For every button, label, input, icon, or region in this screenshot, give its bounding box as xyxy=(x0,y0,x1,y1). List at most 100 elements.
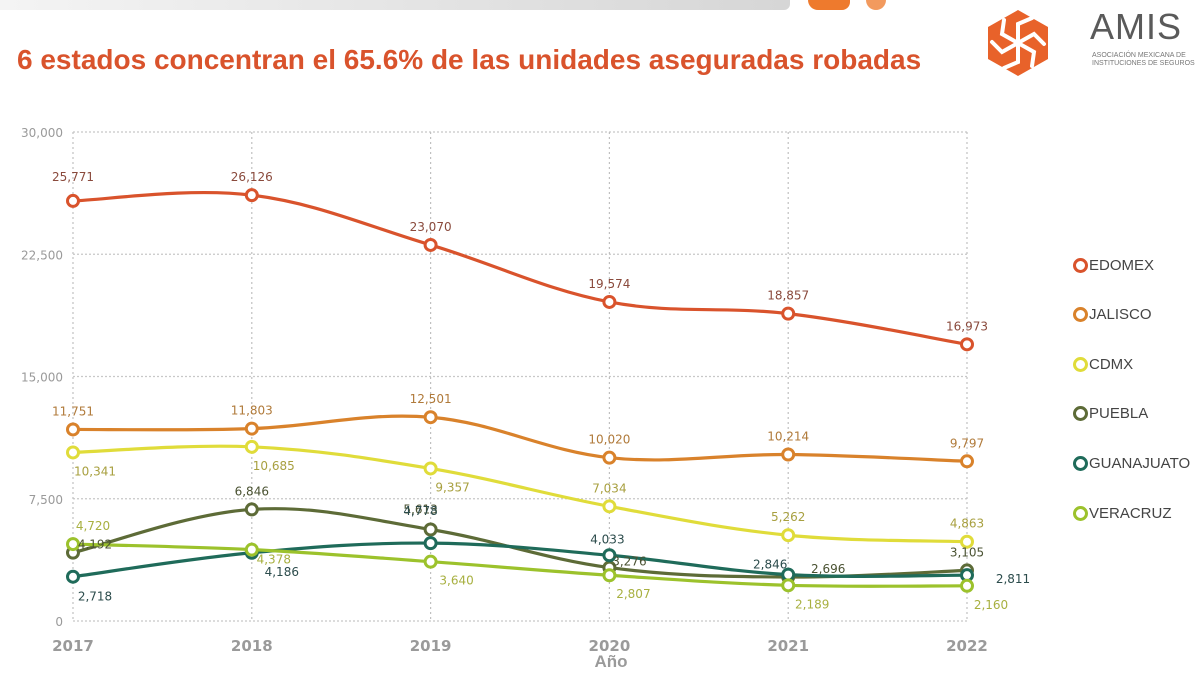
data-label-puebla: 6,846 xyxy=(235,484,269,498)
legend-item-veracruz: VERACRUZ xyxy=(1073,503,1172,523)
data-point-guanajuato xyxy=(602,548,617,563)
hexagon-pinwheel-logo-icon xyxy=(988,10,1048,76)
series-line-cdmx xyxy=(72,444,968,544)
data-point-puebla xyxy=(423,522,438,537)
data-point-jalisco xyxy=(960,454,974,469)
data-point-veracruz xyxy=(244,542,259,557)
data-point-veracruz xyxy=(960,578,974,593)
data-label-edomex: 25,771 xyxy=(52,170,94,184)
y-tick-label: 7,500 xyxy=(29,493,63,507)
data-label-cdmx: 7,034 xyxy=(592,481,626,495)
data-label-cdmx: 5,262 xyxy=(771,510,805,524)
series-line-veracruz xyxy=(72,542,968,588)
data-label-cdmx: 10,341 xyxy=(74,464,116,478)
legend-item-puebla: PUEBLA xyxy=(1073,404,1148,424)
data-label-guanajuato: 4,033 xyxy=(590,532,624,546)
data-label-edomex: 18,857 xyxy=(767,289,809,303)
legend-item-jalisco: JALISCO xyxy=(1073,305,1152,325)
data-label-veracruz: 2,807 xyxy=(616,587,650,601)
legend-marker-icon xyxy=(1073,505,1088,521)
data-label-edomex: 19,574 xyxy=(588,277,630,291)
series-markers xyxy=(66,188,974,593)
data-label-veracruz: 4,378 xyxy=(257,553,291,567)
data-label-jalisco: 10,020 xyxy=(588,433,630,447)
data-point-veracruz xyxy=(781,578,796,593)
decorative-shape xyxy=(866,0,886,10)
data-label-guanajuato: 2,718 xyxy=(78,590,112,604)
x-tick-label: 2021 xyxy=(767,637,809,655)
data-point-jalisco xyxy=(602,450,617,465)
chart-grid xyxy=(72,131,968,622)
data-point-guanajuato xyxy=(423,536,438,551)
data-label-guanajuato: 4,778 xyxy=(403,504,437,518)
legend-label: CDMX xyxy=(1089,355,1134,373)
series-line-jalisco xyxy=(72,414,968,463)
legend-marker-icon xyxy=(1073,406,1088,422)
data-label-jalisco: 11,751 xyxy=(52,404,94,418)
y-axis-ticks: 0 7,500 15,000 22,500 30,000 xyxy=(21,126,63,629)
legend-label: VERACRUZ xyxy=(1089,504,1172,522)
logo-subtitle-line2: INSTITUCIONES DE SEGUROS xyxy=(1092,60,1195,67)
data-point-edomex xyxy=(244,188,259,203)
legend-marker-icon xyxy=(1073,455,1088,471)
data-point-cdmx xyxy=(781,528,796,543)
data-label-puebla: 4,192 xyxy=(78,538,112,552)
data-label-puebla: 5,613 xyxy=(403,503,437,517)
slide-top-bar xyxy=(0,0,790,10)
data-label-guanajuato: 2,811 xyxy=(996,572,1030,586)
x-tick-label: 2018 xyxy=(231,637,273,655)
data-label-edomex: 26,126 xyxy=(231,170,273,184)
legend-label: PUEBLA xyxy=(1089,405,1149,423)
data-point-cdmx xyxy=(960,534,974,549)
data-point-veracruz xyxy=(602,568,617,583)
data-label-veracruz: 2,160 xyxy=(974,598,1008,612)
data-label-puebla: 3,105 xyxy=(950,545,984,559)
data-labels: 25,771 26,126 23,070 19,574 18,857 16,973 11,7… xyxy=(52,170,1030,612)
data-point-cdmx xyxy=(66,445,80,460)
data-point-jalisco xyxy=(423,410,438,425)
y-tick-label: 30,000 xyxy=(21,126,63,140)
data-label-jalisco: 10,214 xyxy=(767,430,809,444)
legend-label: EDOMEX xyxy=(1089,256,1155,274)
data-label-edomex: 16,973 xyxy=(946,319,988,333)
data-point-jalisco xyxy=(781,447,796,462)
logo-subtitle: ASOCIACIÓN MEXICANA DE INSTITUCIONES DE … xyxy=(1092,52,1200,68)
data-point-edomex xyxy=(423,237,438,252)
data-point-cdmx xyxy=(423,461,438,476)
legend-item-edomex: EDOMEX xyxy=(1073,255,1154,275)
decorative-shape xyxy=(808,0,850,10)
data-point-puebla xyxy=(244,502,259,517)
x-tick-label: 2017 xyxy=(52,637,94,655)
legend-marker-icon xyxy=(1073,356,1088,372)
data-label-guanajuato: 2,846 xyxy=(753,558,787,572)
legend-label: JALISCO xyxy=(1089,306,1152,324)
data-label-puebla: 2,696 xyxy=(811,562,845,576)
data-label-jalisco: 11,803 xyxy=(231,404,273,418)
series-line-guanajuato xyxy=(72,541,968,579)
data-label-cdmx: 4,863 xyxy=(950,517,984,531)
data-label-puebla: 3,276 xyxy=(612,555,646,569)
x-axis-label: Año xyxy=(594,652,627,671)
legend-item-guanajuato: GUANAJUATO xyxy=(1073,453,1190,473)
data-point-guanajuato xyxy=(66,569,80,584)
data-label-cdmx: 10,685 xyxy=(253,459,295,473)
data-label-edomex: 23,070 xyxy=(410,220,452,234)
data-point-edomex xyxy=(602,294,617,309)
y-tick-label: 15,000 xyxy=(21,371,63,385)
data-point-edomex xyxy=(66,193,80,208)
y-tick-label: 0 xyxy=(55,615,63,629)
logo-wordmark: AMIS xyxy=(1090,6,1183,47)
chart-title: 6 estados concentran el 65.6% de las uni… xyxy=(17,44,922,75)
x-tick-label: 2019 xyxy=(410,637,452,655)
y-tick-label: 22,500 xyxy=(21,248,63,262)
logo-subtitle-line1: ASOCIACIÓN MEXICANA DE xyxy=(1092,52,1186,59)
data-point-cdmx xyxy=(244,439,259,454)
legend-label: GUANAJUATO xyxy=(1089,454,1191,472)
series-lines xyxy=(72,190,968,588)
x-tick-label: 2020 xyxy=(589,637,631,655)
data-point-jalisco xyxy=(66,422,80,437)
legend-marker-icon xyxy=(1073,257,1088,273)
data-label-cdmx: 9,357 xyxy=(435,480,469,494)
legend-marker-icon xyxy=(1073,307,1088,323)
amis-logo: AMIS ASOCIACIÓN MEXICANA DE INSTITUCIONE… xyxy=(982,6,1195,78)
